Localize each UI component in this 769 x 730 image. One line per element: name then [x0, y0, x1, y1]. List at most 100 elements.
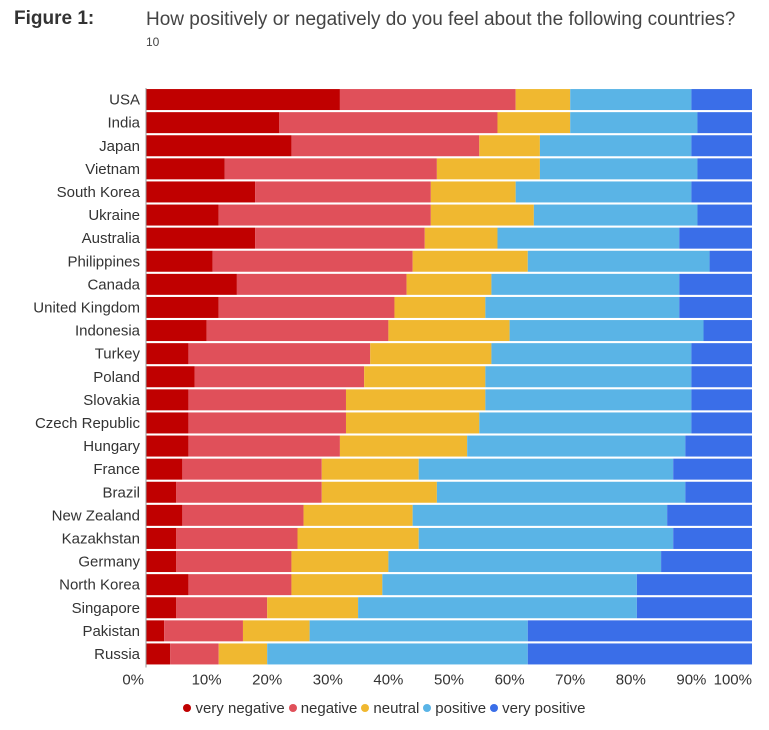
bar-segment-negative [279, 112, 498, 134]
bar-segment-negative [236, 273, 407, 295]
category-label: Russia [94, 646, 141, 663]
bar-segment-very-negative [146, 320, 207, 342]
legend-item: neutral [361, 700, 419, 717]
bar-segment-neutral [515, 89, 571, 111]
bar-segment-negative [164, 620, 243, 642]
bar-segment-very-negative [146, 135, 292, 157]
category-label: Slovakia [83, 392, 140, 409]
category-label: New Zealand [52, 507, 140, 524]
bar-segment-positive [497, 227, 680, 249]
bar-segment-very-positive [667, 504, 752, 526]
legend-item: positive [423, 700, 486, 717]
bar-segment-neutral [321, 458, 419, 480]
bar-segment-very-negative [146, 273, 237, 295]
bar-segment-very-positive [691, 135, 752, 157]
x-tick-label: 100% [714, 672, 752, 689]
bar-segment-neutral [412, 250, 528, 272]
bar-segment-very-positive [697, 204, 752, 226]
legend-dot-icon [361, 704, 370, 713]
bar-segment-very-negative [146, 112, 280, 134]
legend-label: very negative [195, 700, 285, 717]
bar-segment-neutral [430, 204, 534, 226]
bar-segment-very-negative [146, 551, 177, 573]
bar-segment-negative [255, 181, 431, 203]
bar-segment-very-negative [146, 412, 189, 434]
bar-segment-neutral [291, 551, 389, 573]
bar-segment-negative [206, 320, 389, 342]
legend-label: neutral [373, 700, 420, 717]
stacked-bar-chart: USA India Japan Vietnam South Korea Ukraine Au… [33, 88, 752, 689]
bar-segment-negative [176, 481, 322, 503]
bar-segment-positive [382, 574, 637, 596]
bar-segment-neutral [430, 181, 516, 203]
legend-dot-icon [423, 704, 432, 713]
bar-segment-very-positive [636, 597, 752, 619]
bar-segment-very-positive [679, 227, 752, 249]
x-tick-label: 50% [434, 672, 464, 689]
bar-segment-very-negative [146, 227, 256, 249]
bar-segment-positive [479, 412, 692, 434]
figure-label: Figure 1: [14, 8, 95, 29]
legend-dot-icon [183, 704, 192, 713]
category-label: Kazakhstan [62, 530, 140, 547]
figure-title-block: How positively or negatively do you feel… [146, 8, 746, 59]
bar-segment-positive [309, 620, 528, 642]
x-tick-label: 20% [252, 672, 282, 689]
bar-segment-very-positive [685, 481, 752, 503]
bar-segment-very-positive [697, 158, 752, 180]
bar-segment-negative [188, 435, 340, 457]
category-label: Singapore [72, 600, 140, 617]
bar-segment-very-positive [685, 435, 752, 457]
legend-item: very negative [183, 700, 285, 717]
x-tick-label: 0% [122, 672, 144, 689]
legend-item: negative [288, 700, 358, 717]
x-tick-label: 10% [192, 672, 222, 689]
bar-segment-very-negative [146, 343, 189, 365]
bar-segment-very-positive [691, 389, 752, 411]
bar-segment-very-negative [146, 250, 213, 272]
category-label: Hungary [83, 438, 140, 455]
bar-segment-negative [176, 551, 292, 573]
category-label: Germany [78, 554, 140, 571]
bar-segment-positive [436, 481, 686, 503]
legend-label: negative [300, 700, 358, 717]
bar-segment-very-positive [703, 320, 752, 342]
bar-segment-very-positive [661, 551, 752, 573]
bar-segment-neutral [297, 527, 419, 549]
bar-segment-very-negative [146, 620, 165, 642]
bar-segment-negative [212, 250, 413, 272]
figure-header: Figure 1: How positively or negatively d… [14, 8, 754, 64]
bar-segment-positive [412, 504, 668, 526]
bar-segment-very-negative [146, 204, 219, 226]
bar-segment-very-negative [146, 389, 189, 411]
x-tick-label: 70% [555, 672, 585, 689]
bar-segment-positive [491, 343, 692, 365]
bar-segment-very-negative [146, 481, 177, 503]
bar-segment-very-negative [146, 527, 177, 549]
category-label: South Korea [57, 184, 141, 201]
bar-segment-positive [509, 320, 704, 342]
bar-segment-negative [218, 296, 395, 318]
bar-segment-very-positive [697, 112, 752, 134]
figure-title: How positively or negatively do you feel… [146, 9, 736, 30]
bar-segment-neutral [291, 574, 383, 596]
bar-segment-negative [170, 643, 219, 665]
category-label: Pakistan [82, 623, 140, 640]
bar-segment-negative [182, 458, 322, 480]
bar-segment-positive [533, 204, 698, 226]
category-label: Ukraine [88, 207, 140, 224]
bar-segment-negative [218, 204, 431, 226]
bar-segment-neutral [406, 273, 492, 295]
bar-segment-very-negative [146, 574, 189, 596]
bar-segment-very-positive [679, 273, 752, 295]
bar-segment-positive [418, 458, 674, 480]
bar-segment-very-positive [527, 643, 752, 665]
bar-segment-negative [188, 412, 346, 434]
bar-segment-neutral [394, 296, 486, 318]
category-label: Czech Republic [35, 415, 141, 432]
bar-segment-neutral [303, 504, 413, 526]
bar-segment-very-positive [691, 366, 752, 388]
footnote-marker: 10 [146, 35, 160, 49]
x-tick-label: 40% [373, 672, 403, 689]
bar-segment-negative [188, 389, 346, 411]
